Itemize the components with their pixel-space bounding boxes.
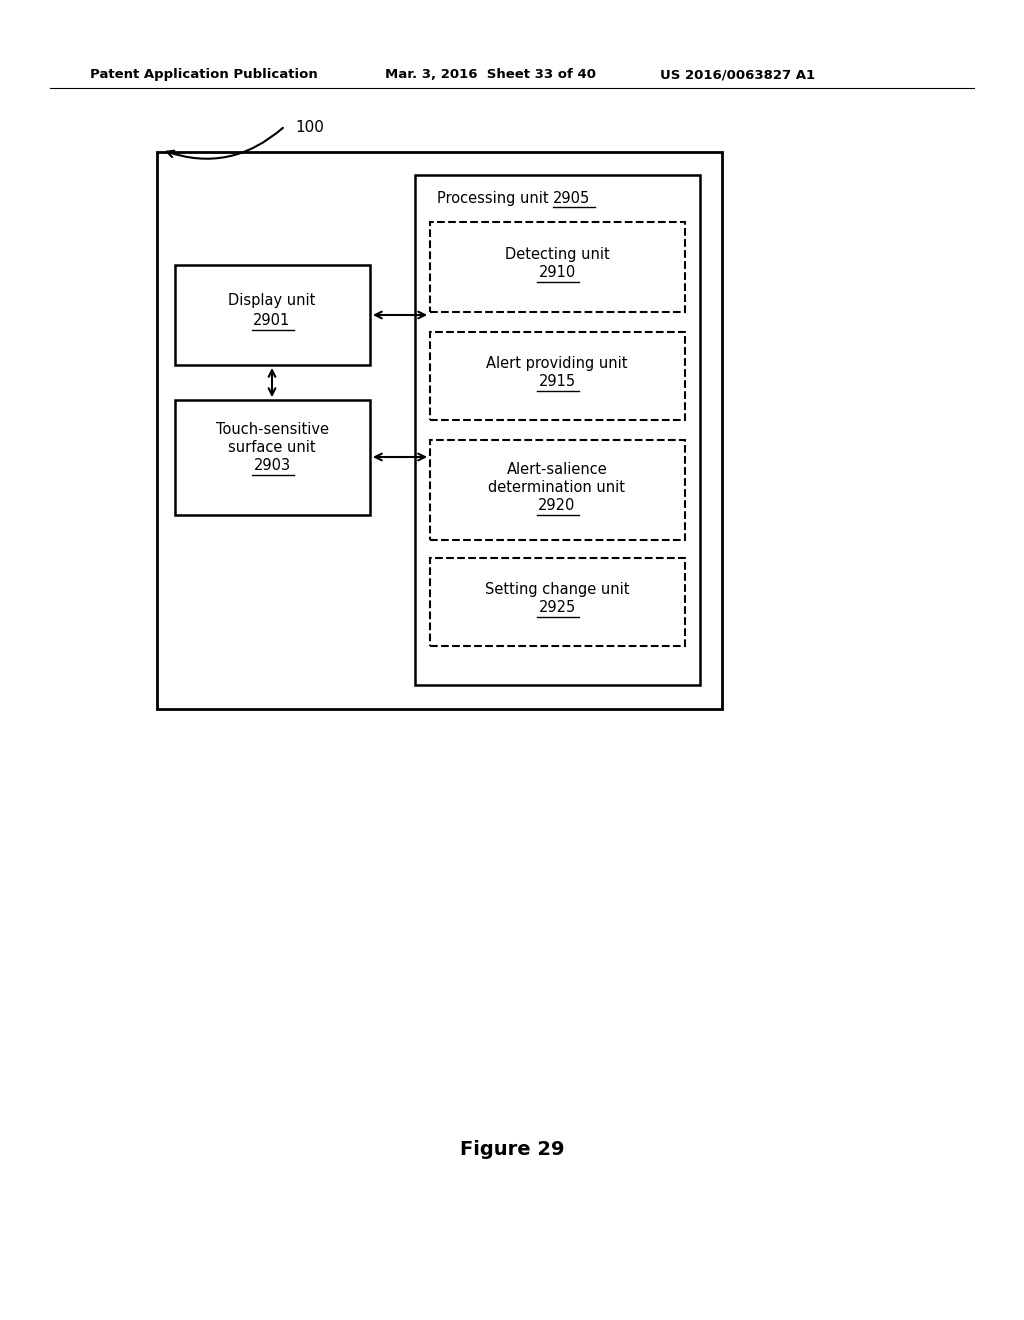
Text: Display unit: Display unit: [228, 293, 315, 308]
Text: 2901: 2901: [253, 313, 291, 327]
Text: Touch-sensitive: Touch-sensitive: [215, 422, 329, 437]
Text: Alert providing unit: Alert providing unit: [486, 356, 628, 371]
Text: determination unit: determination unit: [488, 480, 626, 495]
Bar: [415, 176, 700, 685]
Text: Mar. 3, 2016  Sheet 33 of 40: Mar. 3, 2016 Sheet 33 of 40: [385, 69, 596, 81]
Text: Detecting unit: Detecting unit: [505, 247, 609, 261]
Bar: [430, 558, 685, 645]
Text: 2915: 2915: [539, 374, 575, 389]
Text: Alert-salience: Alert-salience: [507, 462, 607, 477]
Text: Patent Application Publication: Patent Application Publication: [90, 69, 317, 81]
Text: 2905: 2905: [553, 191, 590, 206]
Text: 2910: 2910: [539, 265, 575, 280]
Text: 2903: 2903: [253, 458, 291, 473]
Text: Processing unit: Processing unit: [437, 191, 553, 206]
Bar: [430, 222, 685, 312]
Text: 100: 100: [295, 120, 324, 135]
Text: Figure 29: Figure 29: [460, 1140, 564, 1159]
Bar: [430, 440, 685, 540]
Bar: [175, 265, 370, 366]
Bar: [157, 152, 722, 709]
Text: Setting change unit: Setting change unit: [484, 582, 630, 597]
Text: surface unit: surface unit: [228, 440, 315, 455]
Bar: [175, 400, 370, 515]
Text: US 2016/0063827 A1: US 2016/0063827 A1: [660, 69, 815, 81]
Bar: [430, 333, 685, 420]
Text: 2920: 2920: [539, 498, 575, 513]
Text: 2925: 2925: [539, 601, 575, 615]
